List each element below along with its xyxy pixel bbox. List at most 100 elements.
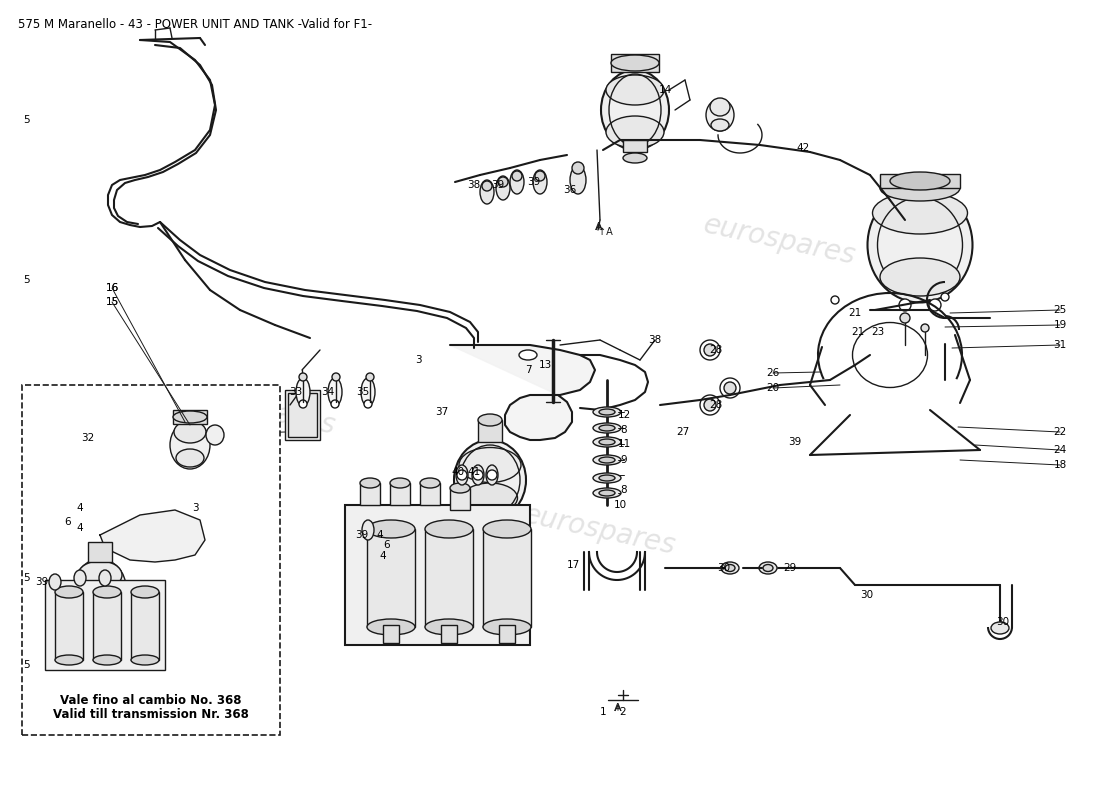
Text: 38: 38 (468, 180, 481, 190)
Bar (55, 592, 82, 660)
Text: 5: 5 (24, 115, 31, 125)
Text: 6: 6 (65, 517, 72, 527)
Ellipse shape (480, 180, 494, 204)
Bar (285, 390, 320, 440)
Text: 32: 32 (81, 433, 95, 443)
Text: 39: 39 (492, 180, 505, 190)
Ellipse shape (486, 465, 498, 485)
Text: 27: 27 (676, 427, 690, 437)
Text: 17: 17 (566, 560, 580, 570)
Circle shape (700, 340, 720, 360)
Ellipse shape (600, 490, 615, 496)
Ellipse shape (482, 181, 492, 191)
Text: 5: 5 (24, 275, 31, 285)
Ellipse shape (176, 449, 204, 467)
Ellipse shape (50, 574, 60, 590)
Ellipse shape (600, 475, 615, 481)
Circle shape (830, 296, 839, 304)
Text: eurospares: eurospares (182, 380, 339, 440)
Text: 16: 16 (106, 283, 119, 293)
Ellipse shape (456, 465, 468, 485)
Bar (478, 420, 502, 442)
Text: 36: 36 (563, 185, 576, 195)
Text: 21: 21 (848, 308, 861, 318)
Ellipse shape (362, 520, 374, 540)
Text: 33: 33 (289, 387, 302, 397)
Text: 3: 3 (191, 503, 198, 513)
Text: 38: 38 (648, 335, 661, 345)
Ellipse shape (78, 561, 122, 589)
Text: 24: 24 (1054, 445, 1067, 455)
Ellipse shape (890, 172, 950, 190)
Ellipse shape (593, 473, 622, 483)
Ellipse shape (74, 570, 86, 586)
Ellipse shape (872, 192, 968, 234)
Text: 2: 2 (619, 707, 626, 717)
Ellipse shape (706, 99, 734, 131)
Text: 28: 28 (710, 345, 723, 355)
Text: 29: 29 (783, 563, 796, 573)
Ellipse shape (725, 565, 735, 571)
Text: 12: 12 (617, 410, 630, 420)
Text: 20: 20 (767, 383, 780, 393)
Text: 37: 37 (436, 407, 449, 417)
Ellipse shape (390, 478, 410, 488)
Ellipse shape (759, 562, 777, 574)
Text: 4: 4 (376, 530, 383, 540)
Bar (367, 529, 415, 627)
Text: 14: 14 (659, 85, 672, 95)
Bar (623, 140, 647, 152)
Bar (450, 488, 470, 510)
Ellipse shape (510, 170, 524, 194)
Ellipse shape (880, 175, 960, 201)
Circle shape (364, 400, 372, 408)
Ellipse shape (606, 75, 664, 105)
Ellipse shape (55, 586, 82, 598)
Bar (441, 625, 456, 643)
Ellipse shape (623, 153, 647, 163)
Ellipse shape (367, 619, 415, 635)
Ellipse shape (535, 171, 544, 181)
Text: 16: 16 (106, 283, 119, 293)
Text: 4: 4 (77, 523, 84, 533)
Bar (610, 54, 659, 72)
Ellipse shape (425, 619, 473, 635)
Text: 10: 10 (614, 500, 627, 510)
Bar (420, 483, 440, 505)
Text: 30: 30 (717, 563, 730, 573)
Text: 22: 22 (1054, 427, 1067, 437)
Circle shape (299, 373, 307, 381)
Circle shape (299, 400, 307, 408)
Text: 39: 39 (789, 437, 802, 447)
Circle shape (921, 324, 929, 332)
Ellipse shape (361, 378, 375, 406)
Text: A: A (614, 703, 622, 713)
Ellipse shape (131, 586, 160, 598)
Ellipse shape (763, 565, 773, 571)
Text: 34: 34 (321, 387, 334, 397)
Ellipse shape (472, 465, 484, 485)
Ellipse shape (131, 655, 160, 665)
Ellipse shape (880, 258, 960, 296)
Ellipse shape (450, 483, 470, 493)
Text: 39: 39 (355, 530, 368, 540)
Text: 1: 1 (600, 707, 606, 717)
Ellipse shape (720, 562, 739, 574)
Ellipse shape (519, 350, 537, 360)
Ellipse shape (74, 559, 126, 617)
Bar (22, 385, 280, 735)
Text: 30: 30 (997, 617, 1010, 627)
Bar (499, 625, 515, 643)
Text: 23: 23 (871, 327, 884, 337)
Ellipse shape (94, 586, 121, 598)
Text: 15: 15 (106, 297, 119, 307)
Circle shape (940, 293, 949, 301)
Ellipse shape (478, 414, 502, 426)
Bar (390, 483, 410, 505)
Bar (345, 505, 530, 645)
Text: 42: 42 (796, 143, 810, 153)
Bar (360, 483, 379, 505)
Circle shape (704, 344, 716, 356)
Text: 40: 40 (451, 467, 464, 477)
Ellipse shape (610, 55, 659, 71)
